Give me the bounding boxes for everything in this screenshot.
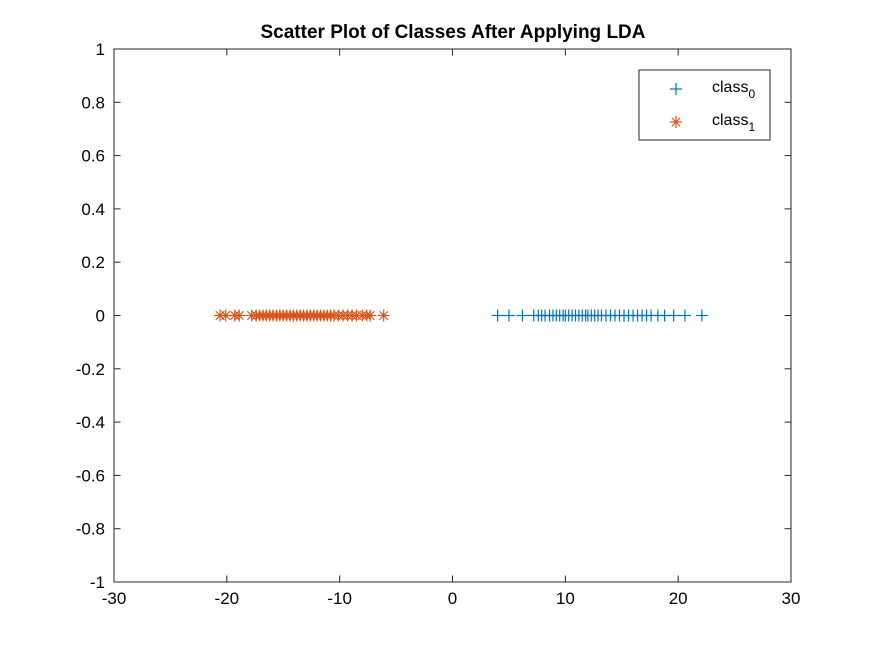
legend-label-subscript: 1: [748, 120, 755, 134]
x-tick-label: -20: [215, 589, 240, 608]
ticks-layer: [113, 48, 792, 583]
chart-title: Scatter Plot of Classes After Applying L…: [261, 22, 646, 43]
data-point: [502, 309, 515, 322]
data-point: [667, 309, 680, 322]
x-tick-label: 20: [669, 589, 688, 608]
x-tick-label: 0: [448, 589, 457, 608]
data-point: [516, 309, 529, 322]
y-tick-label: 0: [96, 307, 105, 326]
y-tick-label: 0.8: [81, 93, 105, 112]
data-point: [678, 309, 691, 322]
legend-marker: [670, 83, 682, 95]
y-tick-label: -0.4: [76, 413, 105, 432]
y-tick-label: -0.2: [76, 360, 105, 379]
legend-box: [638, 69, 771, 141]
y-tick-label: -0.8: [76, 520, 105, 539]
y-tick-label: 0.4: [81, 200, 105, 219]
x-tick-label: -30: [102, 589, 127, 608]
y-tick-label: 1: [96, 40, 105, 59]
legend-entries: class0 class1: [670, 79, 755, 134]
data-point: [233, 309, 246, 322]
x-tick-label: 10: [556, 589, 575, 608]
data-point: [695, 309, 708, 322]
data-point: [364, 309, 377, 322]
data-point: [491, 309, 504, 322]
y-tick-label: 0.2: [81, 253, 105, 272]
y-tick-label: 0.6: [81, 147, 105, 166]
x-tick-label: -10: [327, 589, 352, 608]
y-tick-label: -0.6: [76, 466, 105, 485]
legend: class0 class1: [638, 69, 771, 141]
x-tick-label: 30: [782, 589, 801, 608]
y-tick-label: -1: [90, 573, 105, 592]
legend-label: class0: [712, 79, 755, 101]
legend-marker: [670, 116, 682, 128]
legend-label-subscript: 0: [748, 87, 755, 101]
tick-labels-layer: -30 -20 -10 0 10 20 30-1-0.8-0.6-0.4-0.200.20.…: [76, 40, 801, 608]
points-layer: [214, 309, 708, 322]
legend-label: class1: [712, 112, 755, 134]
data-point: [377, 309, 390, 322]
